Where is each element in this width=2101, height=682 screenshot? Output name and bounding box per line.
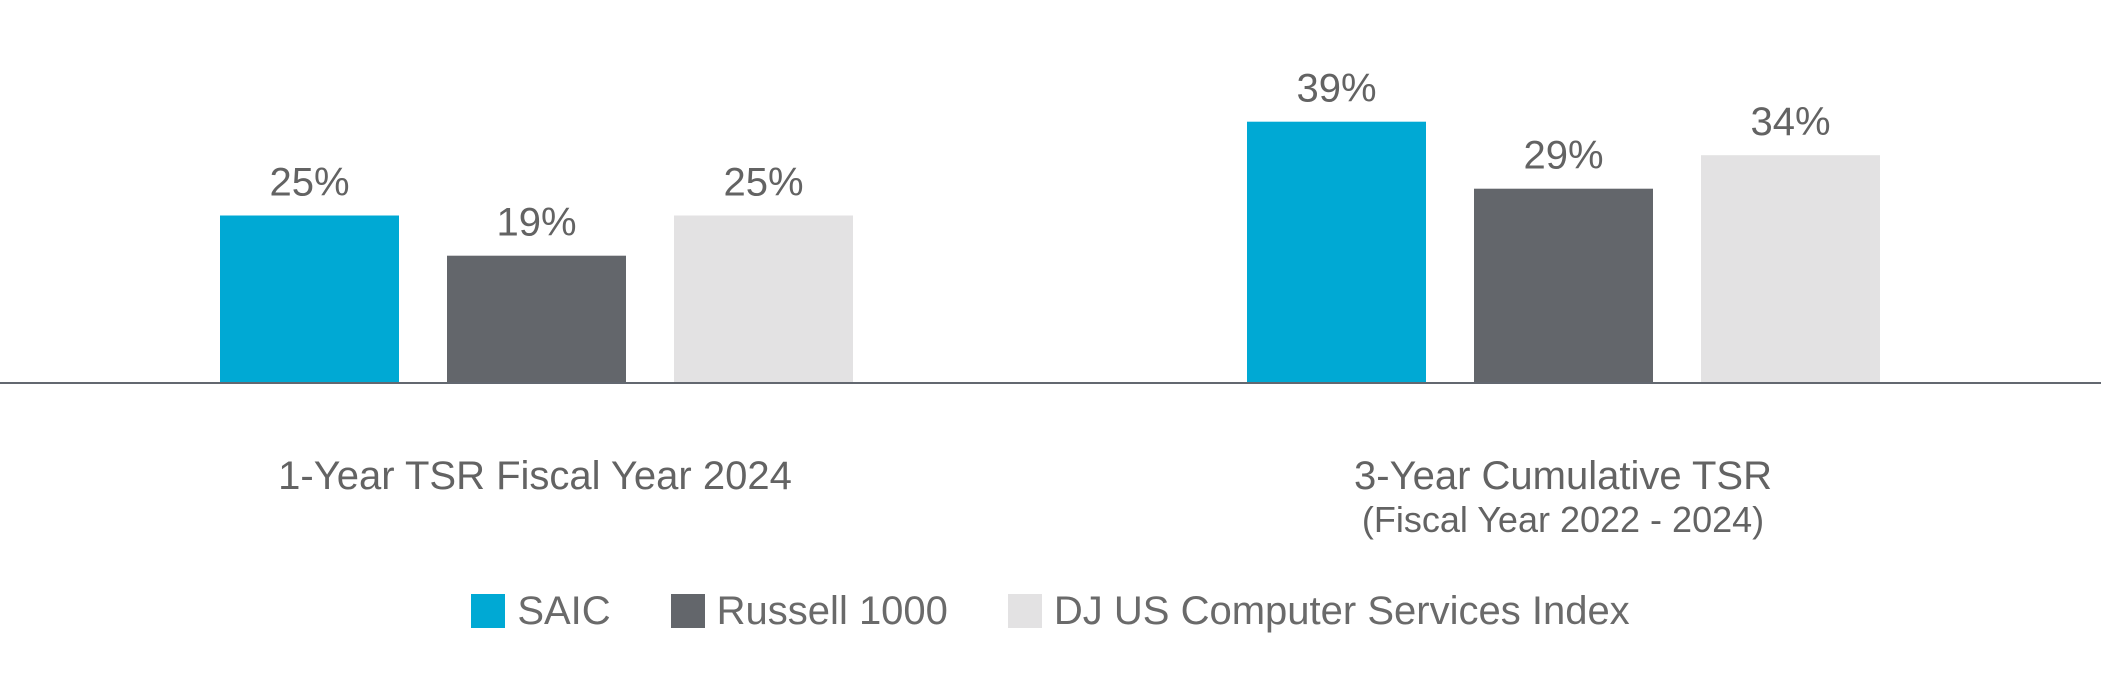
bar-dj-us-computer-services-index-cat1	[674, 215, 853, 383]
legend: SAIC Russell 1000 DJ US Computer Service…	[0, 585, 2101, 637]
value-label-saic-cat1: 25%	[269, 161, 349, 205]
legend-item-saic: SAIC	[471, 589, 611, 633]
bar-saic-cat2	[1247, 121, 1426, 383]
value-label-russell-1000-cat2: 29%	[1523, 134, 1603, 178]
bar-russell-1000-cat2	[1474, 188, 1653, 383]
value-label-russell-1000-cat1: 19%	[496, 201, 576, 245]
value-label-dj-us-computer-services-index-cat1: 25%	[723, 161, 803, 205]
legend-item-russell-1000: Russell 1000	[670, 589, 948, 633]
bar-saic-cat1	[220, 215, 399, 383]
legend-swatch-saic	[471, 594, 506, 628]
category-label-1year: 1-Year TSR Fiscal Year 2024	[278, 454, 792, 498]
bars-layer	[220, 121, 1880, 383]
value-label-saic-cat2: 39%	[1296, 67, 1376, 111]
category-label-3year: 3-Year Cumulative TSR	[1354, 454, 1772, 498]
value-label-dj-us-computer-services-index-cat2: 34%	[1750, 100, 1830, 144]
value-labels-layer: 25% 19% 25% 39% 29% 34%	[269, 67, 1830, 245]
legend-label-saic: SAIC	[517, 589, 611, 633]
legend-label-russell-1000: Russell 1000	[716, 589, 948, 633]
legend-swatch-russell-1000	[670, 594, 705, 628]
legend-swatch-dj-us-computer-services	[1007, 594, 1042, 628]
category-labels: 1-Year TSR Fiscal Year 2024 3-Year Cumul…	[278, 454, 1772, 540]
legend-item-dj-us-computer-services: DJ US Computer Services Index	[1007, 589, 1630, 633]
legend-label-dj-us-computer-services: DJ US Computer Services Index	[1053, 589, 1630, 633]
bar-russell-1000-cat1	[447, 255, 626, 383]
category-sublabel-3year: (Fiscal Year 2022 - 2024)	[1362, 499, 1764, 540]
bar-dj-us-computer-services-index-cat2	[1701, 155, 1880, 383]
